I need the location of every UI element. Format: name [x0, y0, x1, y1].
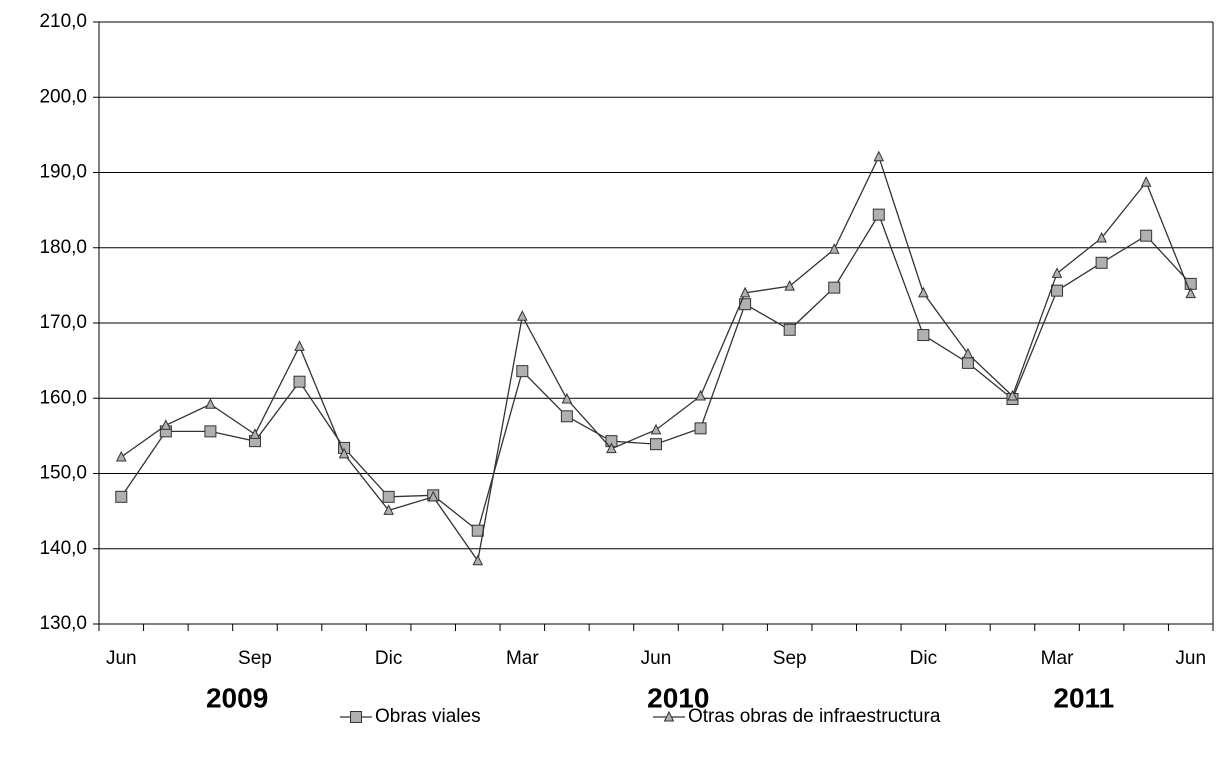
- data-point: [1140, 229, 1153, 242]
- data-point: [115, 490, 128, 503]
- data-point: [783, 323, 796, 336]
- data-point: [918, 286, 929, 298]
- y-tick-label: 140,0: [39, 538, 87, 559]
- data-point: [650, 423, 662, 435]
- x-tick-label: Sep: [238, 648, 272, 669]
- data-point: [1007, 389, 1018, 401]
- data-point: [115, 450, 127, 462]
- data-point: [472, 554, 484, 566]
- data-point: [517, 310, 528, 321]
- data-point: [1185, 287, 1197, 299]
- x-tick-label: Jun: [641, 648, 672, 669]
- data-point: [516, 365, 529, 378]
- data-point: [1051, 284, 1064, 297]
- y-tick-label: 170,0: [39, 312, 87, 333]
- x-tick-label: Sep: [773, 648, 807, 669]
- year-label: 2010: [647, 682, 709, 713]
- legend-marker: [663, 710, 675, 722]
- data-point: [650, 438, 662, 451]
- x-tick-label: Dic: [375, 648, 402, 669]
- legend-label: Otras obras de infraestructura: [688, 706, 941, 727]
- year-label: 2011: [1053, 682, 1114, 713]
- data-point: [1095, 256, 1108, 269]
- data-point: [249, 428, 261, 439]
- data-point: [606, 442, 617, 454]
- data-point: [784, 280, 795, 291]
- legend-label: Obras viales: [375, 706, 481, 727]
- data-point: [1096, 231, 1107, 243]
- data-point: [160, 419, 172, 430]
- data-point: [338, 447, 350, 459]
- year-label: 2009: [206, 682, 268, 713]
- x-tick-label: Mar: [1041, 648, 1074, 669]
- data-point: [694, 422, 707, 435]
- data-point: [205, 398, 216, 409]
- y-tick-label: 160,0: [39, 387, 87, 408]
- data-point: [1051, 267, 1063, 278]
- data-point: [739, 286, 751, 298]
- data-point: [695, 389, 706, 401]
- data-point: [917, 329, 930, 342]
- y-tick-label: 130,0: [39, 613, 87, 634]
- x-tick-label: Jun: [106, 648, 137, 669]
- y-tick-label: 210,0: [39, 11, 87, 32]
- y-tick-label: 180,0: [39, 237, 87, 258]
- data-point: [427, 490, 439, 502]
- series-line: [120, 154, 1192, 563]
- data-point: [828, 281, 841, 294]
- data-point: [383, 504, 394, 515]
- data-point: [962, 347, 974, 359]
- y-tick-label: 150,0: [39, 463, 87, 484]
- data-point: [1140, 176, 1152, 187]
- data-point: [961, 356, 974, 369]
- data-point: [382, 490, 395, 503]
- x-tick-label: Dic: [910, 648, 937, 669]
- data-point: [872, 208, 885, 221]
- x-tick-label: Jun: [1175, 648, 1206, 669]
- legend-marker: [350, 711, 362, 723]
- data-point: [560, 410, 573, 423]
- y-tick-label: 200,0: [39, 86, 87, 107]
- data-point: [471, 524, 484, 537]
- data-point: [293, 375, 306, 388]
- x-tick-label: Mar: [506, 648, 539, 669]
- data-point: [828, 243, 840, 254]
- data-point: [873, 150, 885, 162]
- data-point: [294, 340, 305, 351]
- data-point: [204, 425, 217, 438]
- data-point: [561, 392, 573, 404]
- y-tick-label: 190,0: [39, 162, 87, 183]
- series-line: [120, 213, 1192, 532]
